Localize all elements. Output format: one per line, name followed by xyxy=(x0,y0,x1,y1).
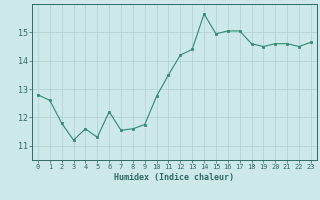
X-axis label: Humidex (Indice chaleur): Humidex (Indice chaleur) xyxy=(115,173,234,182)
